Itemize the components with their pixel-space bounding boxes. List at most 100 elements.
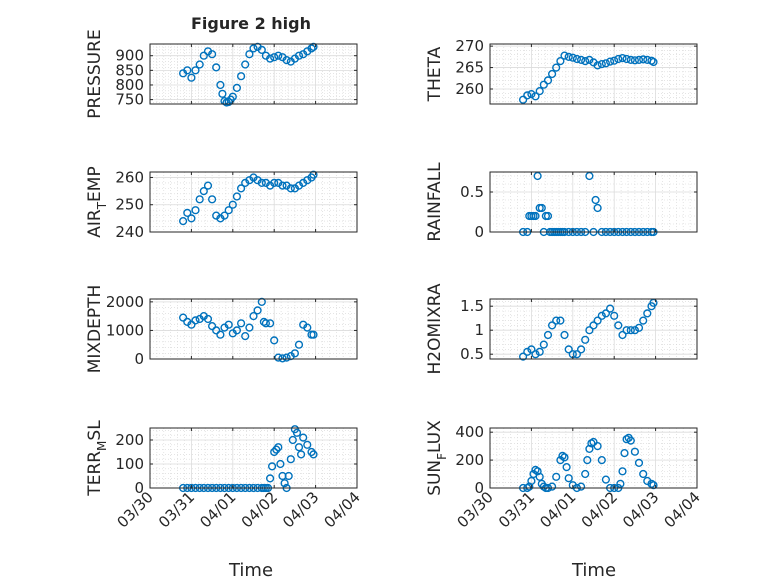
data-point [591,195,600,205]
data-point [199,51,208,60]
y-tick-label: 0 [474,479,484,497]
data-point [241,332,250,341]
data-point [245,323,254,332]
data-point [605,304,615,313]
tick-marks [149,172,358,233]
data-point [552,472,561,481]
data-point [639,55,648,64]
data-point [535,472,544,481]
data-point [183,208,192,218]
data-point [560,330,569,340]
data-series [179,297,318,363]
data-point [249,44,258,53]
data-series [179,170,318,226]
data-point [241,60,250,69]
y-label-main: RAINFALL [425,162,445,242]
minor-grid [150,428,357,489]
data-point [543,330,553,340]
data-point [585,171,594,181]
data-point [576,482,586,491]
data-point [278,181,287,190]
data-point [292,428,302,437]
data-point [531,92,540,101]
data-point [220,211,229,220]
data-point [614,54,623,64]
y-label-subscript: F [435,453,449,460]
data-point [564,474,573,483]
x-tick-label: 03/31 [155,488,198,531]
data-point [547,69,557,79]
data-point [191,66,200,75]
data-point [560,51,569,60]
data-point [199,187,208,196]
data-point [294,51,304,60]
data-point [270,336,279,345]
data-point [626,55,635,65]
y-tick-label: 265 [455,59,484,77]
y-tick-label: 1.5 [460,297,484,315]
data-point [216,80,225,90]
data-point [593,203,602,213]
panel-air-3: 240 250 260 AIRTEMP [85,166,358,241]
data-point [224,97,233,107]
data-point [518,352,528,361]
data-point [564,345,573,354]
data-point [266,474,275,483]
axes-box [489,171,698,233]
x-tick-label: 04/02 [238,488,281,531]
data-point [531,211,540,221]
data-point [539,340,548,349]
data-point [543,76,553,85]
data-point [576,55,586,65]
data-point [626,326,635,335]
data-point [583,456,592,465]
axes-box [489,298,698,360]
data-point [630,326,640,335]
data-point [195,195,204,204]
data-point [179,217,188,226]
data-point [237,319,246,328]
data-point [616,479,625,488]
data-series [518,51,658,104]
data-point [589,437,598,447]
data-point [274,353,283,362]
data-point [643,309,652,318]
data-point [601,59,611,68]
data-point [630,447,640,456]
y-tick-label: 200 [455,451,484,469]
data-point [187,214,196,223]
data-point [597,59,606,69]
data-series [179,42,318,107]
tick-marks [149,428,358,489]
y-tick-label: 250 [115,196,144,214]
data-point [610,56,619,65]
data-point [203,181,213,190]
x-axis-label: Time [228,560,273,581]
data-point [533,171,542,181]
x-tick-label: 04/03 [279,488,322,531]
data-point [212,63,221,72]
y-tick-label: 750 [115,91,144,109]
data-point [228,92,237,101]
data-point [620,449,629,458]
data-point [268,462,277,471]
x-axis-label: Time [571,560,616,581]
y-axis-label: PRESSURE [85,29,105,118]
minor-grid [150,43,357,104]
data-point [274,443,283,452]
data-point [191,316,200,325]
data-point [212,326,221,335]
y-tick-label: 1000 [106,321,144,339]
y-tick-label: 240 [115,223,144,241]
y-axis-label: MIXDEPTH [85,285,105,374]
axes-box [489,43,698,105]
data-point [634,323,644,332]
panel-theta-2: 260 265 270 THETA [425,37,698,105]
data-point [649,57,658,67]
data-point [208,322,217,331]
data-point [257,45,266,55]
data-point [276,459,285,469]
